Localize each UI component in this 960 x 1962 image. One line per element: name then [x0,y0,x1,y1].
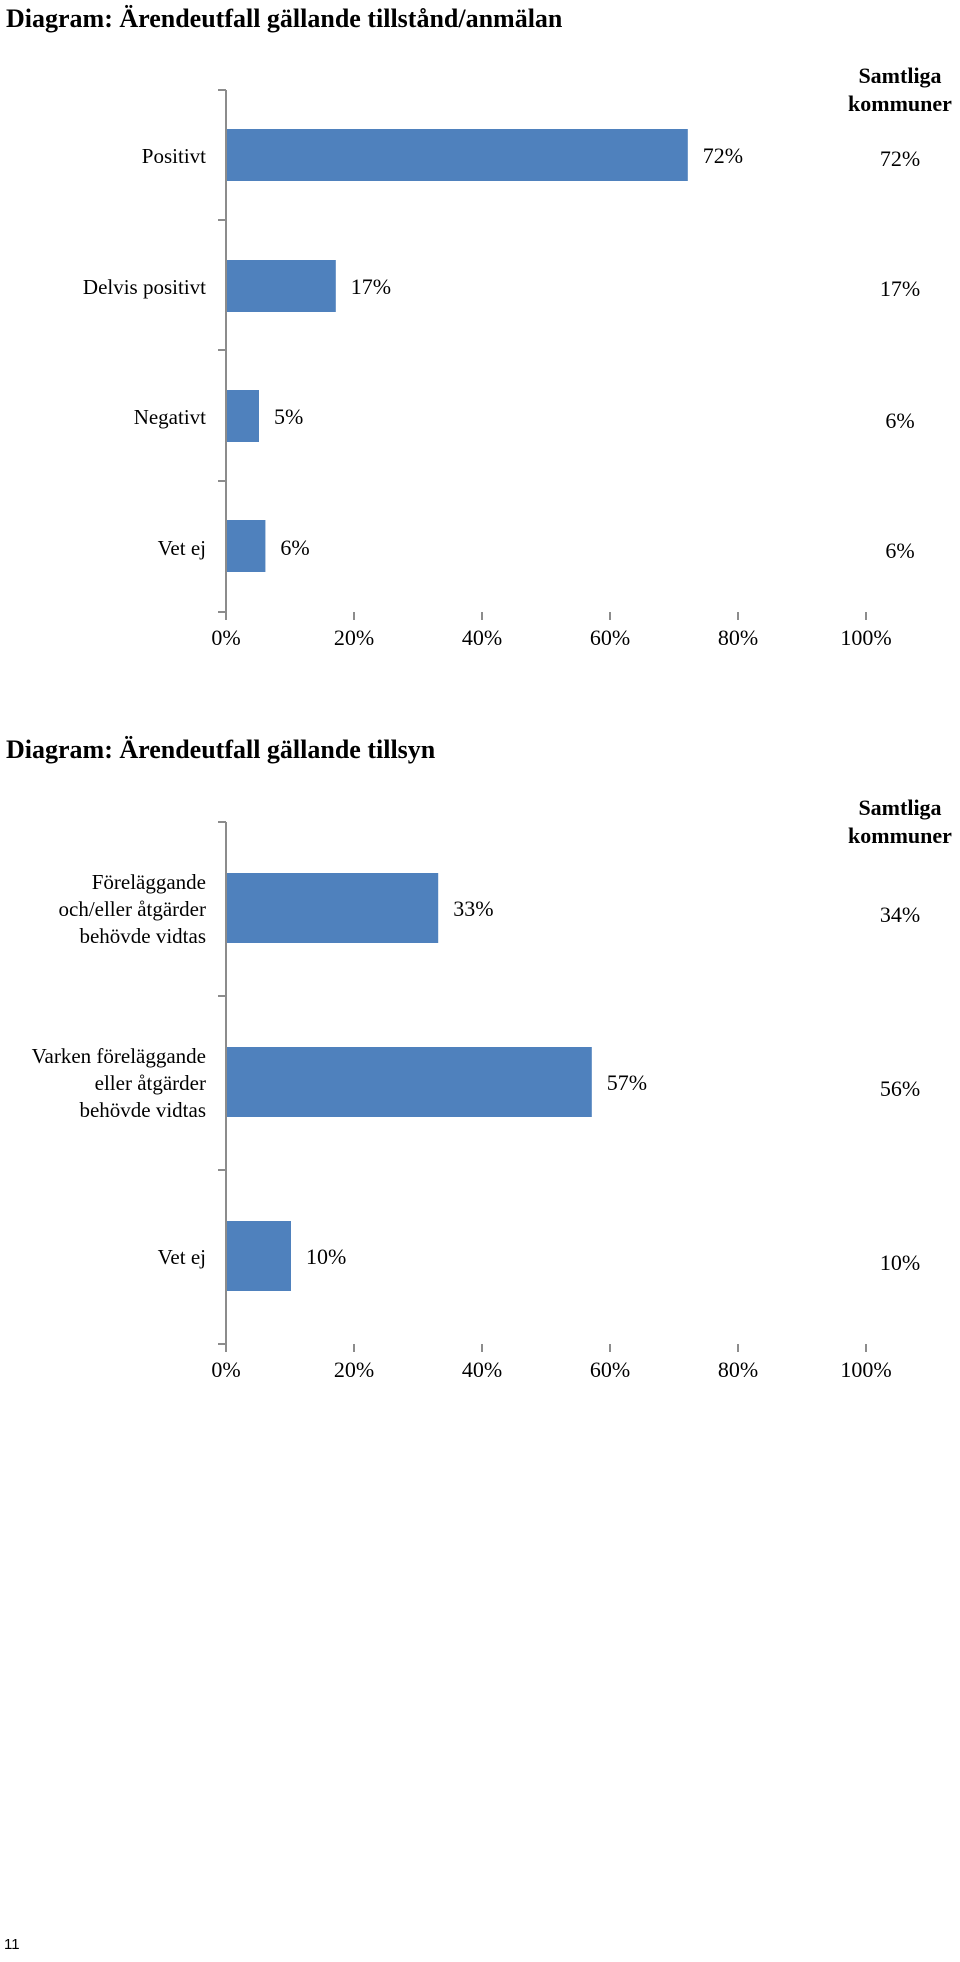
chart2-category-label: eller åtgärder [95,1071,206,1095]
chart2-x-tick-label: 40% [462,1357,502,1382]
chart2-x-tick-label: 80% [718,1357,758,1382]
chart1-comparison-header-line2: kommuner [848,91,952,116]
chart2-x-tick-label: 100% [840,1357,891,1382]
chart1-x-tick-label: 100% [840,625,891,650]
chart1-bar [227,520,266,572]
chart2-bar [227,873,439,943]
chart1-x-tick-label: 80% [718,625,758,650]
chart2-x-tick-label: 60% [590,1357,630,1382]
chart1-x-tick-label: 0% [211,625,240,650]
chart2-comparison-value: 34% [880,902,920,927]
chart2-value-label: 10% [306,1244,346,1269]
chart2-comparison-header-line1: Samtliga [858,795,942,820]
chart2-x-tick-label: 0% [211,1357,240,1382]
chart1-value-label: 6% [280,535,309,560]
chart2-category-label: Varken föreläggande [32,1044,206,1068]
chart2-category-label: behövde vidtas [79,924,206,948]
chart1-category-label: Delvis positivt [83,275,206,299]
chart1-value-label: 72% [703,143,743,168]
chart1-category-label: Positivt [142,144,206,168]
chart1-category-label: Vet ej [158,536,206,560]
chart2-value-label: 33% [453,896,493,921]
chart1-comparison-value: 17% [880,276,920,301]
chart1-comparison-header-line1: Samtliga [858,63,942,88]
chart2-x-tick-label: 20% [334,1357,374,1382]
chart2-comparison-value: 56% [880,1076,920,1101]
chart2-svg: 0% 20% 40% 60% 80% 100% 33% 34% Föreläggande och/… [32,821,920,1382]
chart1-title: Diagram: Ärendeutfall gällande tillstånd… [6,4,563,33]
chart1-comparison-header: Samtliga kommuner [840,62,960,118]
chart2-category-label: Vet ej [158,1245,206,1269]
chart1-svg: 0% 20% 40% 60% 80% 100% 72% 72% Positivt 17% 17% De… [83,89,920,650]
chart2-comparison-header-line2: kommuner [848,823,952,848]
chart1-value-label: 17% [351,274,391,299]
chart1-comparison-value: 6% [885,408,914,433]
chart1-x-tick-label: 40% [462,625,502,650]
chart2-comparison-header: Samtliga kommuner [840,794,960,850]
chart2-category-label: behövde vidtas [79,1098,206,1122]
chart1-bar [227,260,336,312]
chart1-comparison-value: 6% [885,538,914,563]
chart2-title: Diagram: Ärendeutfall gällande tillsyn [6,735,436,764]
chart2-value-label: 57% [607,1070,647,1095]
chart2-bar [227,1047,592,1117]
chart1-bar [227,129,688,181]
chart1-category-label: Negativt [134,405,206,429]
page-number: 11 [4,1936,20,1953]
chart1-comparison-value: 72% [880,146,920,171]
chart2-bar [227,1221,291,1291]
chart1-x-tick-label: 60% [590,625,630,650]
chart2-category-label: Föreläggande [92,870,206,894]
chart2-category-label: och/eller åtgärder [59,897,207,921]
chart1-bar [227,390,259,442]
chart1-x-tick-label: 20% [334,625,374,650]
chart1-value-label: 5% [274,404,303,429]
chart2-comparison-value: 10% [880,1250,920,1275]
